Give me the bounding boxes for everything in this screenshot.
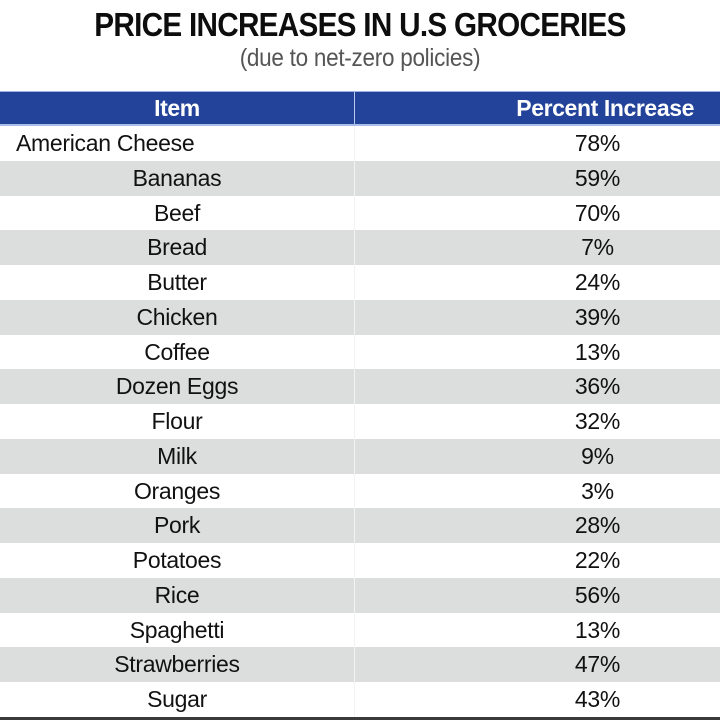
table-header: Item Percent Increase [0, 91, 720, 126]
table-row: Spaghetti 13% [0, 612, 720, 648]
table-row: Sugar 43% [0, 682, 720, 717]
item-cell: Strawberries [0, 647, 355, 682]
percent-cell: 43% [574, 686, 621, 712]
table-row: Beef 70% [0, 195, 720, 231]
table-row: Butter 24% [0, 265, 720, 300]
table-row: Pork 28% [0, 508, 720, 543]
item-cell: Pork [0, 508, 355, 543]
table-row: Coffee 13% [0, 334, 720, 370]
item-cell: Dozen Eggs [0, 369, 355, 404]
item-cell: Milk [0, 438, 355, 474]
item-cell: Coffee [0, 334, 355, 370]
percent-cell: 28% [574, 512, 621, 539]
percent-cell: 3% [581, 477, 614, 504]
table-row: Potatoes 22% [0, 543, 720, 578]
page-title: PRICE INCREASES IN U.S GROCERIES [94, 6, 626, 43]
table-row: Bread 7% [0, 230, 720, 265]
item-cell: Rice [0, 577, 355, 613]
item-cell: Oranges [0, 473, 355, 509]
item-cell: Bananas [0, 160, 355, 196]
item-cell: Butter [0, 265, 355, 300]
percent-cell: 70% [574, 199, 621, 226]
bottom-border [0, 717, 720, 720]
table-row: Bananas 59% [0, 160, 720, 196]
item-cell: Bread [0, 230, 355, 265]
table-row: Strawberries 47% [0, 647, 720, 682]
percent-cell: 78% [574, 130, 621, 156]
percent-cell: 36% [574, 373, 621, 400]
table-row: Oranges 3% [0, 473, 720, 509]
percent-cell: 9% [581, 442, 614, 469]
item-cell: Spaghetti [0, 612, 355, 648]
percent-cell: 32% [574, 408, 621, 434]
percent-cell: 56% [574, 581, 621, 608]
item-cell: American Cheese [0, 126, 355, 161]
percent-cell: 39% [574, 303, 621, 330]
table-row: Milk 9% [0, 438, 720, 474]
header-item: Item [0, 92, 355, 124]
header-percent-increase: Percent Increase [516, 95, 694, 121]
page-subtitle: (due to net-zero policies) [239, 44, 481, 72]
item-cell: Potatoes [0, 543, 355, 578]
percent-cell: 22% [574, 547, 621, 573]
item-cell: Beef [0, 195, 355, 231]
item-cell: Sugar [0, 682, 355, 717]
percent-cell: 24% [574, 269, 621, 295]
item-cell: Flour [0, 404, 355, 439]
percent-cell: 59% [574, 164, 621, 191]
price-table: Item Percent Increase American Cheese 78%… [0, 91, 720, 717]
percent-cell: 7% [581, 234, 614, 261]
item-cell: Chicken [0, 299, 355, 335]
table-row: Dozen Eggs 36% [0, 369, 720, 404]
percent-cell: 13% [574, 616, 621, 643]
table-row: American Cheese 78% [0, 126, 720, 161]
table-body: American Cheese 78% Bananas 59% Beef 70% Bread… [0, 126, 720, 717]
table-row: Flour 32% [0, 404, 720, 439]
table-row: Rice 56% [0, 577, 720, 613]
percent-cell: 47% [574, 651, 621, 678]
percent-cell: 13% [574, 338, 621, 365]
table-row: Chicken 39% [0, 299, 720, 335]
